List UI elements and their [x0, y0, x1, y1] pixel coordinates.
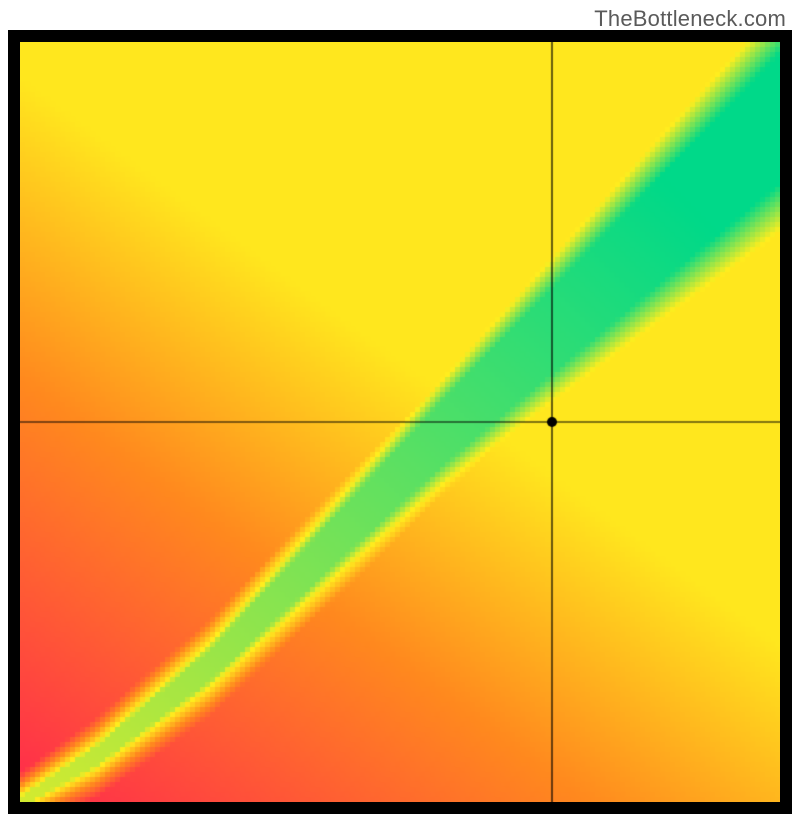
chart-container: TheBottleneck.com — [0, 0, 800, 800]
heatmap-canvas — [20, 42, 780, 802]
chart-frame — [8, 30, 792, 814]
attribution-text: TheBottleneck.com — [594, 6, 786, 32]
